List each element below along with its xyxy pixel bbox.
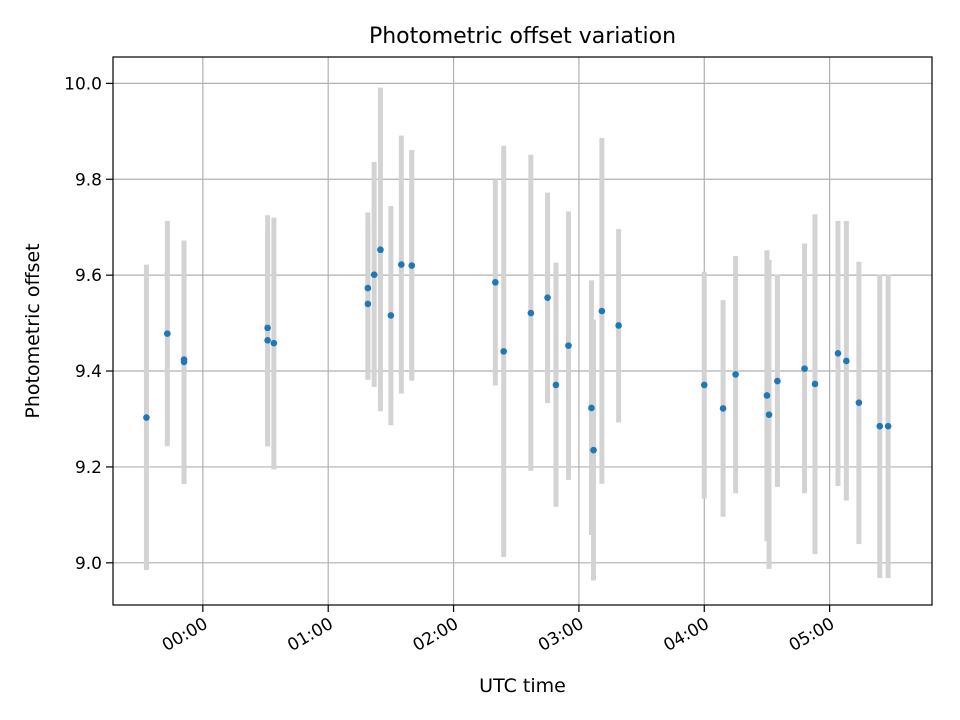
grid-lines <box>113 57 932 605</box>
data-point <box>615 322 622 329</box>
y-axis-ticks: 9.0 9.2 9.4 9.6 9.8 10.0 <box>64 74 113 574</box>
data-point <box>164 330 171 337</box>
data-point <box>180 358 188 366</box>
data-point <box>143 414 150 421</box>
y-tick-label: 9.4 <box>75 362 102 382</box>
data-point <box>492 279 499 286</box>
data-point <box>377 246 384 254</box>
data-point <box>527 309 535 317</box>
y-tick-label: 9.8 <box>75 170 102 190</box>
data-point <box>552 381 560 389</box>
data-points <box>143 246 892 454</box>
data-point <box>732 371 739 378</box>
data-point <box>364 284 372 292</box>
data-point <box>398 261 405 268</box>
data-point <box>811 380 819 388</box>
data-point <box>855 399 863 406</box>
data-point <box>387 312 395 319</box>
y-tick-label: 10.0 <box>64 74 102 94</box>
data-point <box>588 404 595 412</box>
data-point <box>834 349 842 357</box>
plot-area <box>113 57 932 605</box>
y-tick-label: 9.2 <box>75 458 102 478</box>
data-point <box>264 337 271 344</box>
data-point <box>544 294 551 301</box>
y-tick-label: 9.6 <box>75 266 102 286</box>
data-point <box>370 271 378 278</box>
data-point <box>408 262 416 269</box>
data-point <box>598 307 606 315</box>
y-tick-label: 9.0 <box>75 554 102 574</box>
data-point <box>590 446 597 454</box>
data-point <box>364 300 372 308</box>
data-point <box>565 342 572 349</box>
chart-title: Photometric offset variation <box>369 24 676 49</box>
data-point <box>763 392 771 399</box>
data-point <box>270 339 278 347</box>
data-point <box>765 411 773 418</box>
data-point <box>876 422 884 430</box>
data-point <box>801 365 808 372</box>
x-axis-label: UTC time <box>479 675 566 697</box>
data-point <box>884 422 892 430</box>
data-point <box>500 348 507 355</box>
data-point <box>774 377 781 385</box>
data-point <box>264 324 271 332</box>
data-point <box>700 381 708 389</box>
data-point <box>843 357 850 365</box>
y-axis-label: Photometric offset <box>22 243 44 418</box>
data-point <box>719 405 727 412</box>
plot-frame <box>112 56 933 606</box>
